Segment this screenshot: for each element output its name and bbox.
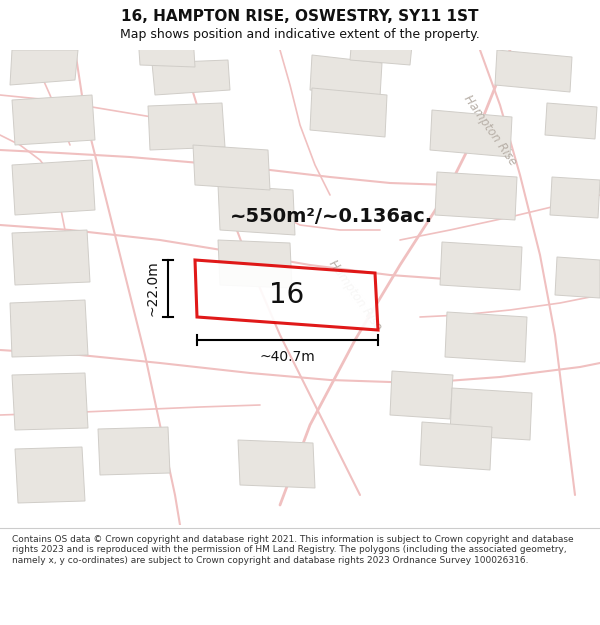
Polygon shape	[138, 35, 195, 67]
Polygon shape	[148, 103, 225, 150]
Polygon shape	[440, 242, 522, 290]
Polygon shape	[12, 230, 90, 285]
Polygon shape	[152, 60, 230, 95]
Polygon shape	[10, 50, 78, 85]
Polygon shape	[193, 145, 270, 190]
Text: ~40.7m: ~40.7m	[260, 350, 316, 364]
Text: Hampton Rise: Hampton Rise	[326, 258, 384, 332]
Polygon shape	[238, 440, 315, 488]
Polygon shape	[98, 427, 170, 475]
Polygon shape	[495, 50, 572, 92]
Polygon shape	[310, 88, 387, 137]
Polygon shape	[350, 35, 413, 65]
Polygon shape	[10, 300, 88, 357]
Polygon shape	[12, 160, 95, 215]
Text: Contains OS data © Crown copyright and database right 2021. This information is : Contains OS data © Crown copyright and d…	[12, 535, 574, 565]
Text: ~22.0m: ~22.0m	[146, 261, 160, 316]
Polygon shape	[550, 177, 600, 218]
Polygon shape	[435, 172, 517, 220]
Polygon shape	[390, 371, 453, 419]
Text: 16, HAMPTON RISE, OSWESTRY, SY11 1ST: 16, HAMPTON RISE, OSWESTRY, SY11 1ST	[121, 9, 479, 24]
Polygon shape	[15, 447, 85, 503]
Polygon shape	[555, 257, 600, 298]
Polygon shape	[310, 55, 382, 97]
Text: ~550m²/~0.136ac.: ~550m²/~0.136ac.	[230, 208, 433, 226]
Polygon shape	[195, 260, 378, 330]
Polygon shape	[445, 312, 527, 362]
Text: Map shows position and indicative extent of the property.: Map shows position and indicative extent…	[120, 28, 480, 41]
Polygon shape	[420, 422, 492, 470]
Polygon shape	[12, 95, 95, 145]
Polygon shape	[450, 388, 532, 440]
Text: 16: 16	[269, 281, 304, 309]
Text: Hampton Rise: Hampton Rise	[461, 92, 519, 168]
Polygon shape	[545, 103, 597, 139]
Polygon shape	[218, 185, 295, 235]
Polygon shape	[430, 110, 512, 157]
Polygon shape	[218, 240, 292, 288]
Polygon shape	[12, 373, 88, 430]
